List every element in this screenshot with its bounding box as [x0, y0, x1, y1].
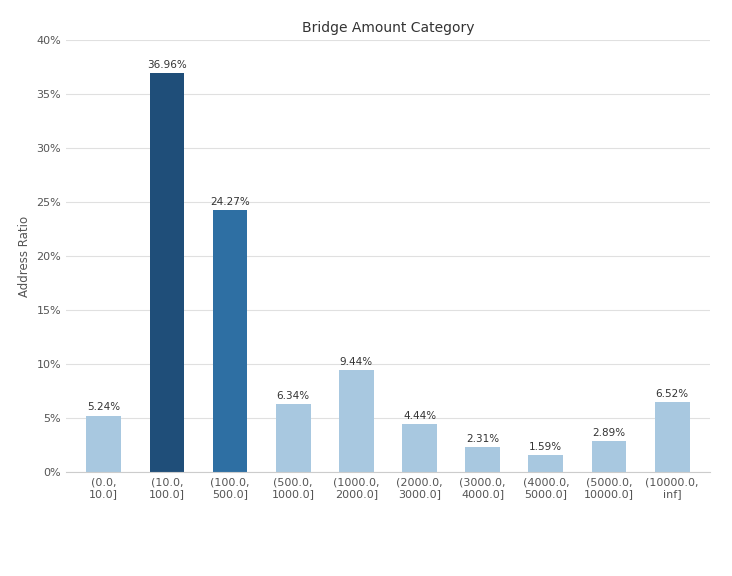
Bar [213, 210, 247, 472]
Bar [276, 404, 310, 472]
Text: 9.44%: 9.44% [340, 357, 373, 367]
Text: 1.59%: 1.59% [529, 442, 562, 452]
Text: 5.24%: 5.24% [87, 403, 120, 412]
Text: 6.52%: 6.52% [656, 389, 689, 399]
Text: 2.89%: 2.89% [592, 428, 626, 438]
Text: 4.44%: 4.44% [403, 411, 436, 421]
Bar [86, 416, 121, 472]
Y-axis label: Address Ratio: Address Ratio [18, 216, 31, 297]
Bar [339, 370, 374, 472]
Text: 6.34%: 6.34% [277, 391, 310, 401]
Bar [149, 73, 184, 472]
Bar [529, 455, 563, 472]
Text: 24.27%: 24.27% [210, 197, 250, 207]
Text: 2.31%: 2.31% [466, 434, 499, 444]
Bar [591, 441, 627, 472]
Bar [466, 448, 500, 472]
Bar [402, 425, 437, 472]
Text: 36.96%: 36.96% [147, 60, 187, 70]
Bar [655, 402, 690, 472]
Title: Bridge Amount Category: Bridge Amount Category [302, 21, 474, 35]
